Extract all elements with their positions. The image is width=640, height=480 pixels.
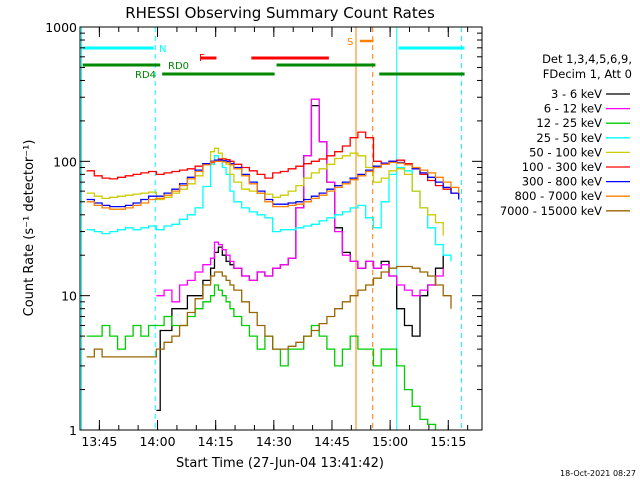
series-line-8: [86, 160, 460, 210]
x-tick-label-4: 14:30: [256, 434, 292, 449]
chart-title: RHESSI Observing Summary Count Rates: [125, 4, 435, 22]
annotation-label-rd4: RD4: [135, 70, 156, 81]
series-line-3: [86, 284, 437, 430]
legend-label-2: 6 - 12 keV: [544, 102, 602, 116]
y-axis-label: Count Rate (s⁻¹ detector⁻¹): [22, 140, 37, 317]
x-tick-label-1: 13:45: [81, 434, 117, 449]
y-tick-label-3: 100: [53, 154, 77, 169]
x-tick-label-6: 15:00: [372, 434, 408, 449]
legend-label-3: 12 - 25 keV: [536, 116, 602, 130]
x-tick-label-7: 15:15: [430, 434, 466, 449]
plot-content: [81, 27, 465, 430]
series-line-1: [156, 104, 444, 412]
annotation-label-f: F: [199, 53, 205, 64]
legend-label-8: 800 - 7000 keV: [514, 189, 602, 203]
annotation-label-rd0: RD0: [168, 61, 189, 72]
legend-label-1: 3 - 6 keV: [551, 87, 602, 101]
plot-frame: [79, 26, 483, 431]
legend-label-5: 50 - 100 keV: [529, 145, 602, 159]
legend-label-6: 100 - 300 keV: [522, 160, 602, 174]
series-line-2: [156, 98, 444, 303]
series-line-9: [86, 265, 452, 358]
legend-label-4: 25 - 50 keV: [536, 131, 602, 145]
legend-header-line-2: FDecim 1, Att 0: [543, 67, 632, 81]
x-axis-label: Start Time (27-Jun-04 13:41:42): [176, 456, 384, 471]
timestamp: 18-Oct-2021 08:27: [560, 469, 636, 478]
tick-labels: 13:45 14:00 14:15 14:30 14:45 15:00 15:15 1 10 10…: [45, 20, 466, 449]
x-tick-label-3: 14:15: [198, 434, 234, 449]
x-tick-label-2: 14:00: [140, 434, 176, 449]
legend: Det 1,3,4,5,6,9, FDecim 1, Att 0 3 - 6 k…: [500, 52, 632, 218]
y-tick-label-1: 1: [69, 423, 77, 438]
series-line-4: [86, 155, 452, 262]
annotation-label-s: S: [347, 37, 353, 48]
legend-header-line-1: Det 1,3,4,5,6,9,: [542, 52, 632, 66]
series-line-6: [86, 131, 460, 197]
axis-ticks: [80, 26, 482, 431]
y-tick-label-4: 1000: [45, 20, 77, 35]
x-tick-label-5: 14:45: [314, 434, 350, 449]
annotation-label-n: N: [159, 44, 166, 55]
legend-label-9: 7000 - 15000 keV: [500, 204, 602, 218]
legend-label-7: 300 - 800 keV: [522, 175, 602, 189]
y-tick-label-2: 10: [61, 289, 77, 304]
annotation-labels: N F S RD0 RD4: [135, 37, 353, 81]
